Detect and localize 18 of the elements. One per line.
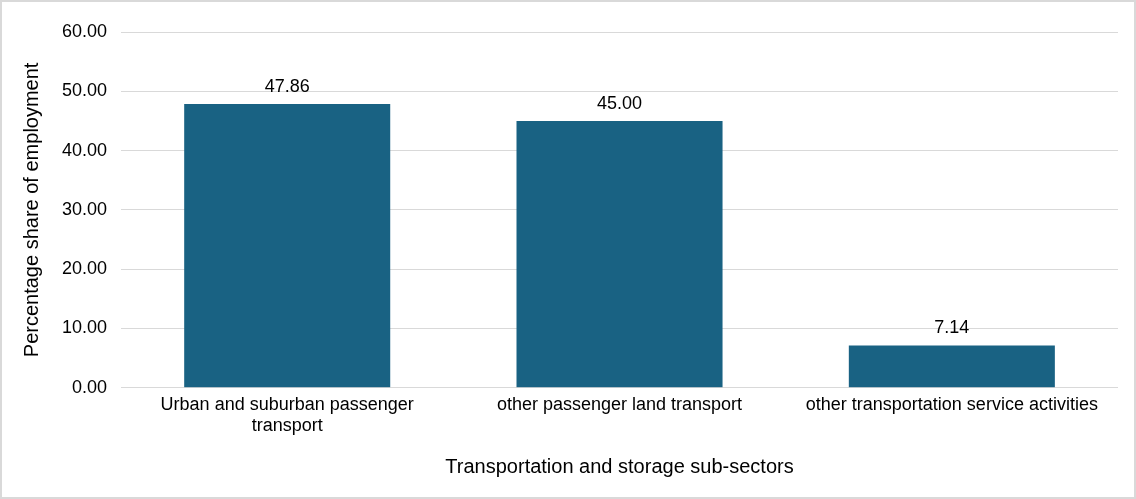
data-label: 47.86 (264, 75, 310, 96)
bar (516, 120, 723, 388)
y-axis-title: Percentage share of employment (19, 62, 42, 358)
y-tick-label: 0.00 (72, 376, 108, 397)
data-label: 7.14 (934, 317, 970, 338)
y-tick-label: 30.00 (62, 198, 108, 219)
data-label: 45.00 (597, 92, 643, 113)
x-axis-title: Transportation and storage sub-sectors (445, 454, 794, 477)
bar (184, 103, 391, 388)
y-tick-label: 20.00 (62, 258, 108, 279)
y-tick-label: 10.00 (62, 317, 108, 338)
x-tick-label: other transportation service activities (805, 393, 1098, 414)
x-tick-label: other passenger land transport (496, 393, 743, 414)
bar (848, 345, 1055, 388)
y-tick-label: 40.00 (62, 139, 108, 160)
y-tick-label: 60.00 (62, 20, 108, 41)
x-tick-label: Urban and suburban passenger transport (160, 393, 414, 436)
y-tick-label: 50.00 (62, 80, 108, 101)
